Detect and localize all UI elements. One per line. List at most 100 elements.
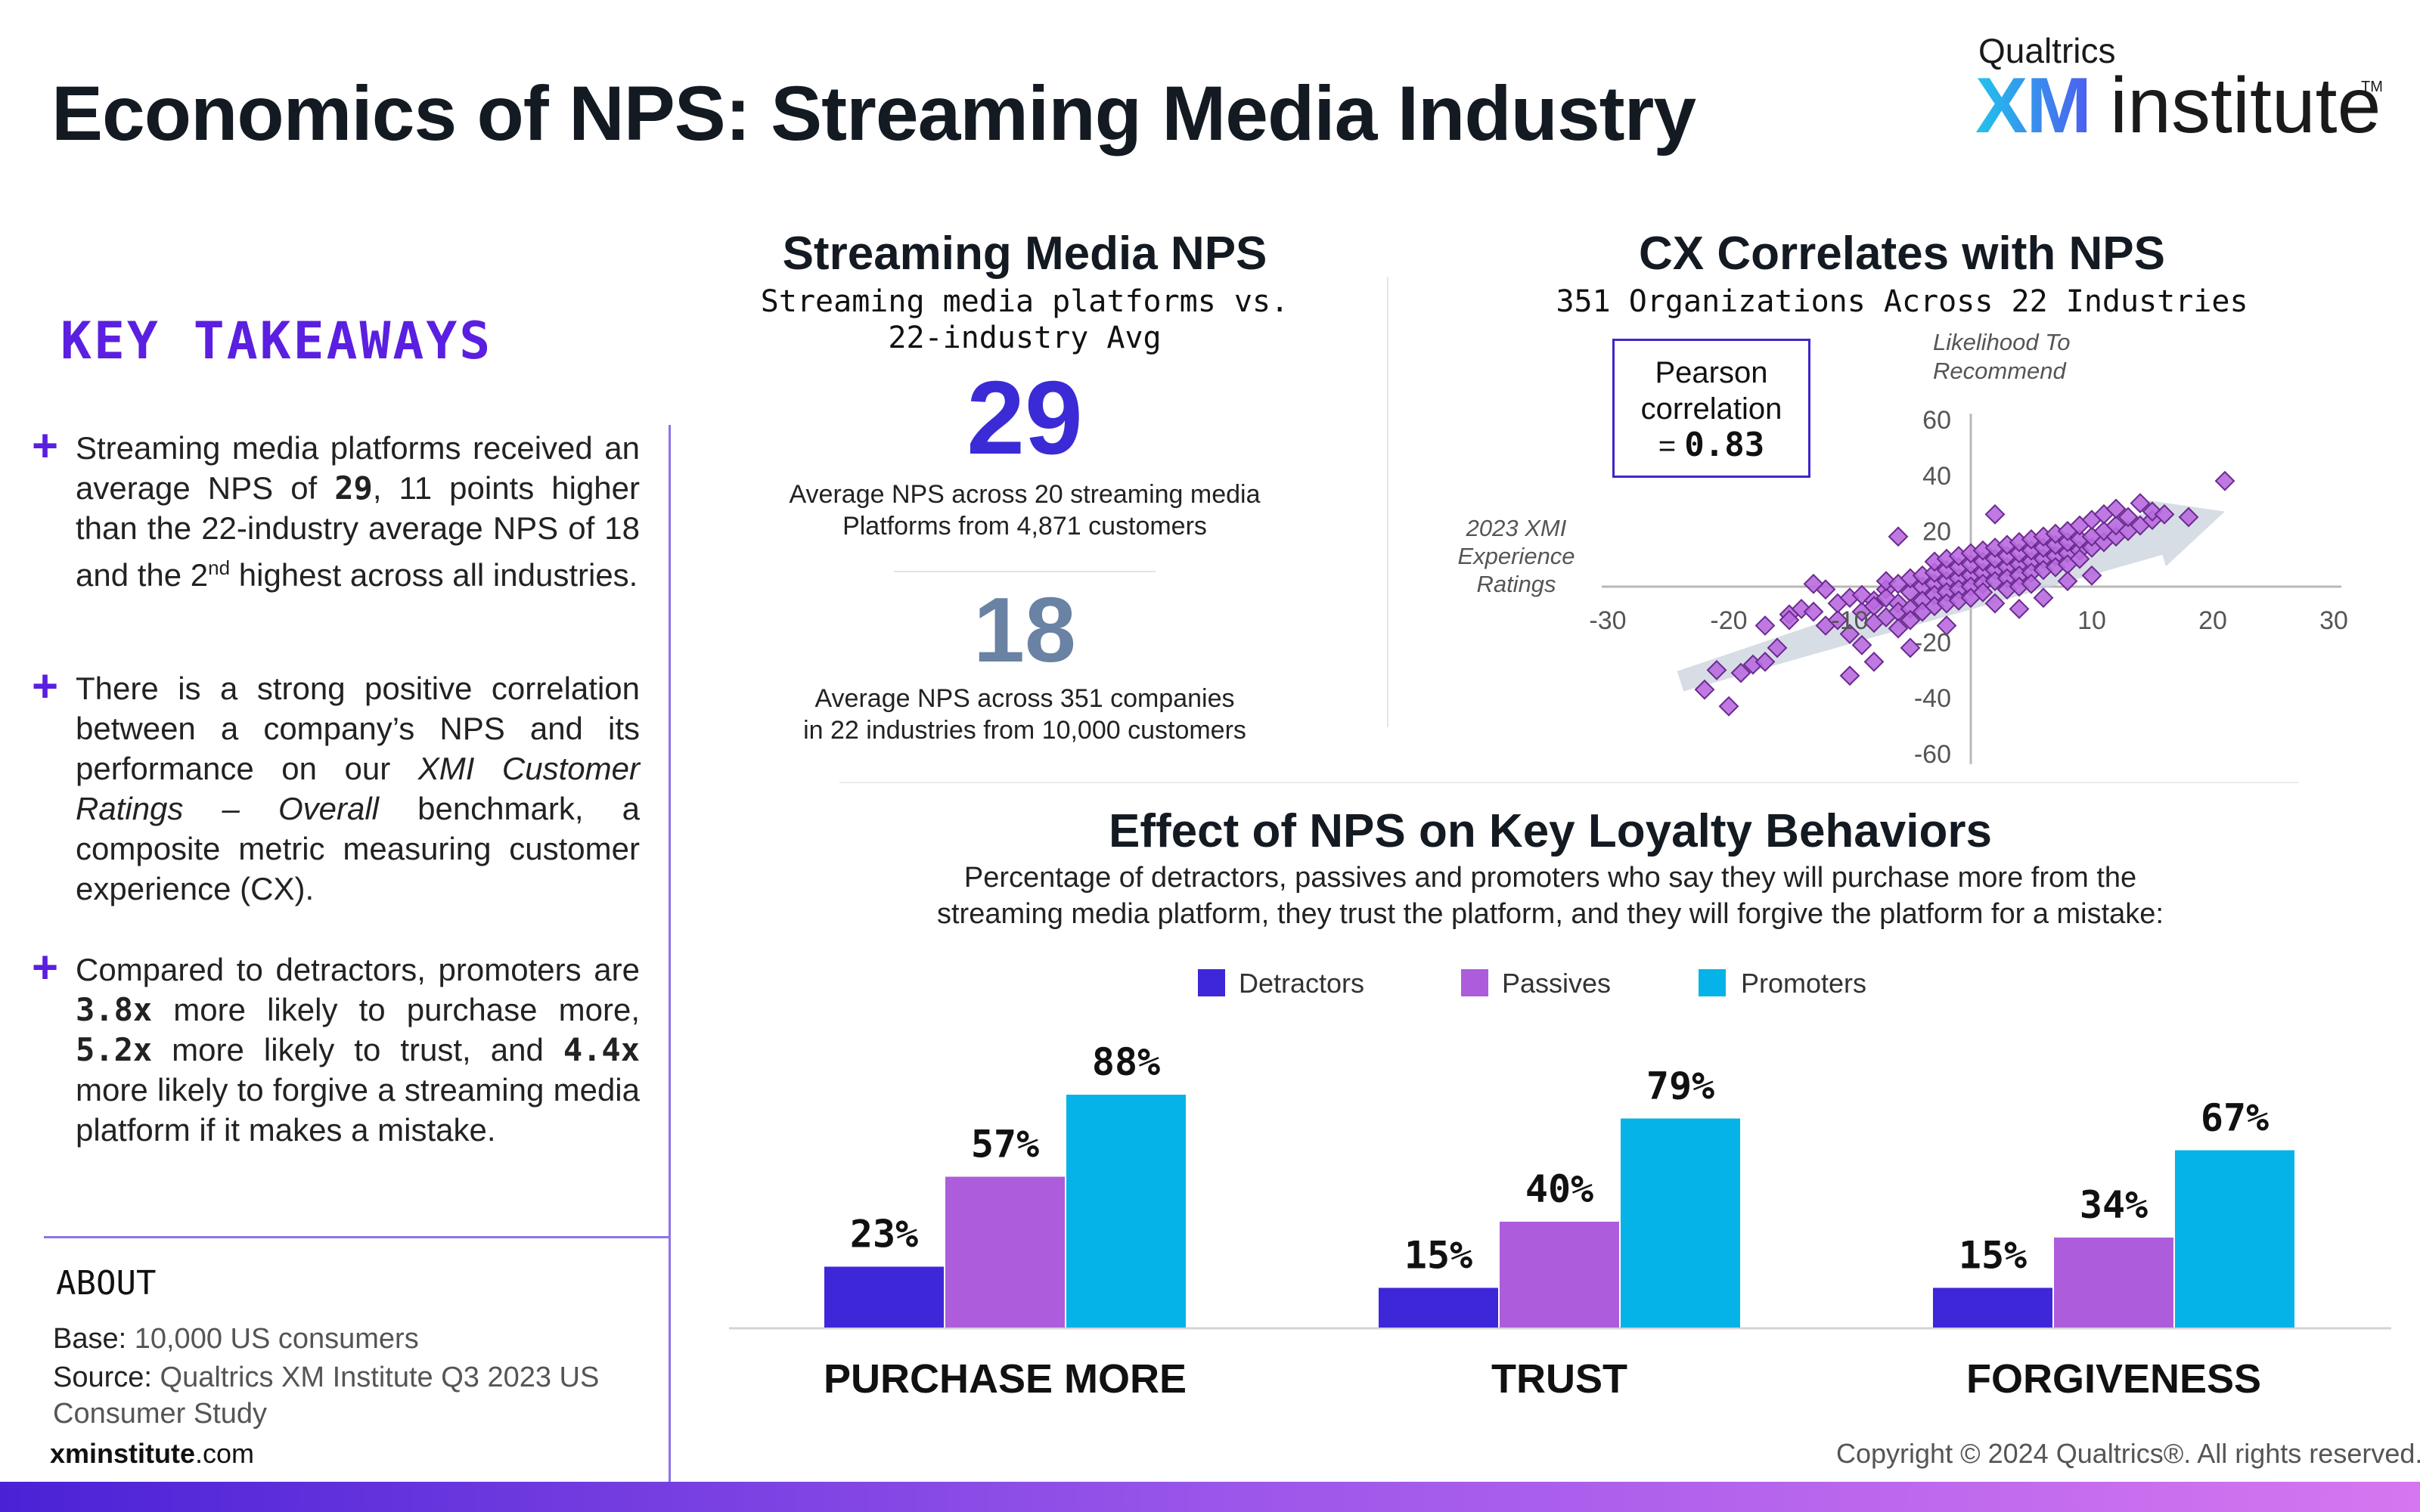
about-source-value: Qualtrics XM Institute Q3 2023 US Consum… bbox=[53, 1362, 600, 1430]
takeaway-3-trust-multiplier: 5.2x bbox=[76, 1031, 153, 1068]
about-heading: ABOUT bbox=[56, 1264, 157, 1303]
bar-subtitle-2: streaming media platform, they trust the… bbox=[936, 898, 2164, 930]
takeaway-3-text-b: more likely to purchase more, bbox=[152, 992, 640, 1027]
scatter-point bbox=[1900, 637, 1921, 658]
takeaway-1: Streaming media platforms received an av… bbox=[76, 428, 640, 595]
key-takeaways-heading: KEY TAKEAWAYS bbox=[60, 311, 493, 371]
takeaway-3: Compared to detractors, promoters are 3.… bbox=[76, 950, 640, 1150]
bar-passives-3 bbox=[2054, 1238, 2173, 1328]
bar-promoters-1 bbox=[1066, 1095, 1186, 1328]
scatter-point bbox=[1984, 593, 2006, 614]
nps-divider bbox=[894, 571, 1156, 572]
bar-detractors-1 bbox=[824, 1266, 944, 1328]
about-divider bbox=[44, 1236, 670, 1238]
bar-promoters-2 bbox=[1621, 1118, 1740, 1328]
scatter-point bbox=[2009, 599, 2030, 619]
bar-passives-1 bbox=[945, 1176, 1065, 1328]
about-source: Source: Qualtrics XM Institute Q3 2023 U… bbox=[53, 1359, 643, 1432]
scatter-point bbox=[2021, 573, 2042, 594]
scatter-point bbox=[1767, 637, 1788, 658]
takeaway-2: There is a strong positive correlation b… bbox=[76, 668, 640, 909]
bar-passives-2 bbox=[1500, 1222, 1619, 1328]
site-link[interactable]: xminstitute.com bbox=[50, 1438, 254, 1470]
scatter-point bbox=[1694, 679, 1715, 700]
takeaway-3-forgive-multiplier: 4.4x bbox=[563, 1031, 640, 1068]
takeaway-1-nps: 29 bbox=[334, 469, 373, 507]
scatter-point bbox=[1839, 665, 1860, 686]
scatter-y-tick: -40 bbox=[1914, 684, 1951, 713]
about-base-value: 10,000 US consumers bbox=[126, 1323, 419, 1355]
bar-subtitle-1: Percentage of detractors, passives and p… bbox=[963, 862, 2137, 894]
scatter-subtitle: 351 Organizations Across 22 Industries bbox=[1556, 284, 2248, 319]
bar-title: Effect of NPS on Key Loyalty Behaviors bbox=[1109, 805, 1992, 857]
logo-trademark: TM bbox=[2361, 79, 2383, 95]
site-link-bold: xminstitute bbox=[50, 1438, 196, 1469]
panel-divider-vertical bbox=[1387, 277, 1388, 727]
scatter-point bbox=[2105, 498, 2127, 519]
legend-label-detractors: Detractors bbox=[1239, 968, 1365, 999]
copyright: Copyright © 2024 Qualtrics®. All rights … bbox=[1836, 1438, 2420, 1469]
scatter-point bbox=[2081, 565, 2102, 586]
footer-gradient-band bbox=[0, 1482, 2420, 1512]
scatter-point bbox=[1972, 581, 1993, 603]
takeaway-2-text-b: benchmark, a composite metric measuring … bbox=[76, 791, 640, 906]
bar-value-label: 23% bbox=[850, 1213, 918, 1256]
industry-avg-desc-1: Average NPS across 351 companies bbox=[814, 684, 1235, 713]
scatter-point bbox=[2118, 507, 2139, 528]
bar-value-label: 88% bbox=[1092, 1040, 1160, 1084]
scatter-x-tick: 30 bbox=[2319, 606, 2348, 635]
scatter-title: CX Correlates with NPS bbox=[1639, 228, 2165, 280]
bar-value-label: 40% bbox=[1525, 1167, 1593, 1211]
takeaway-2-text-a: There is a strong positive correlation b… bbox=[76, 671, 640, 786]
scatter-point bbox=[2069, 548, 2090, 569]
column-divider bbox=[669, 425, 671, 1483]
bar-category-label: TRUST bbox=[1491, 1356, 1627, 1402]
takeaway-2-benchmark: XMI Customer Ratings – Overall bbox=[76, 751, 640, 826]
takeaway-1-text-c: highest across all industries. bbox=[230, 557, 638, 593]
scatter-point bbox=[1754, 651, 1776, 672]
bar-category-label: FORGIVENESS bbox=[1966, 1356, 2261, 1402]
scatter-x-tick: 20 bbox=[2198, 606, 2227, 635]
industry-avg-desc-2: in 22 industries from 10,000 customers bbox=[803, 716, 1246, 745]
legend-label-promoters: Promoters bbox=[1741, 968, 1867, 999]
scatter-point bbox=[1754, 615, 1776, 636]
streaming-nps-value: 29 bbox=[966, 360, 1083, 476]
takeaway-1-text-b: , 11 points higher than the 22-industry … bbox=[76, 470, 640, 593]
scatter-point bbox=[1900, 609, 1921, 631]
scatter-point bbox=[2178, 507, 2199, 528]
plus-icon: + bbox=[32, 420, 59, 471]
site-link-suffix: .com bbox=[195, 1438, 255, 1469]
bar-value-label: 67% bbox=[2201, 1096, 2269, 1140]
bar-value-label: 15% bbox=[1404, 1234, 1472, 1278]
streaming-nps-desc-1: Average NPS across 20 streaming media bbox=[789, 480, 1261, 509]
pearson-value: 0.83 bbox=[1684, 426, 1765, 464]
scatter-x-tick: -30 bbox=[1589, 606, 1626, 635]
scatter-x-tick: 10 bbox=[2077, 606, 2106, 635]
scatter-y-tick: -60 bbox=[1914, 740, 1951, 769]
legend-swatch-promoters bbox=[1699, 969, 1726, 996]
scatter-point bbox=[1718, 696, 1739, 717]
logo-xm: XM bbox=[1975, 62, 2092, 150]
scatter-point bbox=[2057, 571, 2078, 592]
scatter-x-tick: -20 bbox=[1710, 606, 1747, 635]
scatter-point bbox=[2130, 493, 2151, 514]
bar-header: Effect of NPS on Key Loyalty Behaviors P… bbox=[779, 804, 2322, 932]
bar-category-label: PURCHASE MORE bbox=[824, 1356, 1187, 1402]
scatter-point bbox=[1839, 624, 1860, 644]
scatter-y-tick: 20 bbox=[1922, 517, 1951, 546]
scatter-point bbox=[1888, 618, 1909, 639]
scatter-point bbox=[1851, 634, 1872, 655]
scatter-point bbox=[1803, 573, 1824, 594]
bar-value-label: 15% bbox=[1959, 1234, 2027, 1278]
page-title: Economics of NPS: Streaming Media Indust… bbox=[51, 70, 1696, 156]
takeaway-3-text-a: Compared to detractors, promoters are bbox=[76, 952, 640, 987]
scatter-point bbox=[2214, 470, 2235, 491]
bar-value-label: 79% bbox=[1646, 1064, 1714, 1108]
scatter-point bbox=[1984, 503, 2006, 525]
bar-value-label: 57% bbox=[971, 1123, 1039, 1167]
scatter-header: CX Correlates with NPS 351 Organizations… bbox=[1392, 227, 2412, 320]
bar-promoters-3 bbox=[2175, 1150, 2294, 1328]
legend-swatch-detractors bbox=[1198, 969, 1225, 996]
takeaway-3-text-c: more likely to trust, and bbox=[152, 1032, 563, 1067]
